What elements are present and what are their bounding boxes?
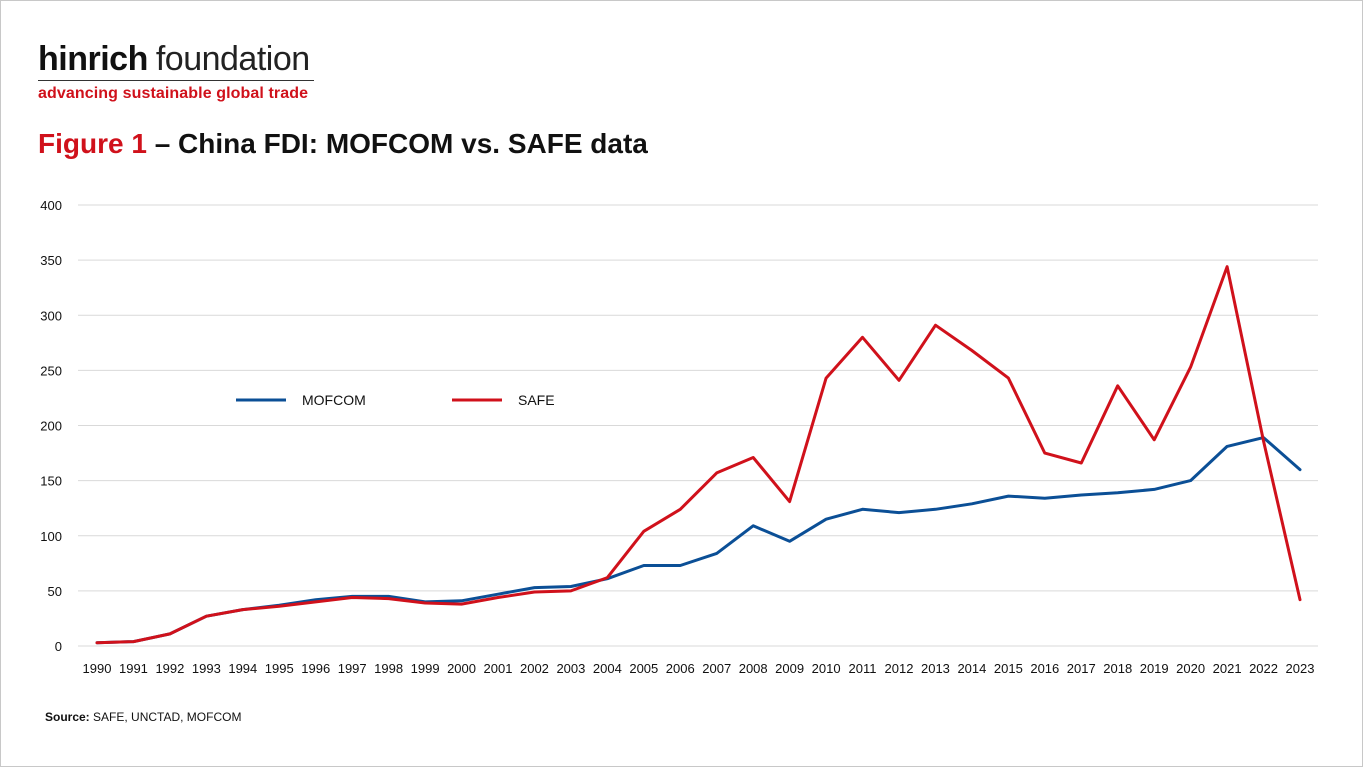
x-tick-label: 2005 [629, 661, 658, 676]
y-tick-label: 400 [40, 198, 62, 213]
source-text: SAFE, UNCTAD, MOFCOM [89, 710, 242, 724]
source-note: Source: SAFE, UNCTAD, MOFCOM [45, 710, 241, 724]
chart-series-lines [95, 265, 1302, 645]
brand-name-bold: hinrich [38, 40, 148, 78]
x-tick-label: 2006 [666, 661, 695, 676]
x-tick-label: 2011 [849, 661, 877, 676]
y-tick-label: 50 [48, 584, 62, 599]
x-tick-label: 2016 [1030, 661, 1059, 676]
x-tick-label: 2022 [1249, 661, 1278, 676]
chart-gridlines [78, 204, 1318, 647]
x-tick-label: 2015 [994, 661, 1023, 676]
x-tick-label: 2009 [775, 661, 804, 676]
x-tick-label: 1996 [301, 661, 330, 676]
x-tick-label: 2013 [921, 661, 950, 676]
x-tick-label: 1990 [83, 661, 112, 676]
x-tick-label: 2002 [520, 661, 549, 676]
brand-tagline: advancing sustainable global trade [38, 85, 309, 102]
x-tick-label: 1991 [119, 661, 148, 676]
chart-legend: MOFCOM SAFE [236, 392, 555, 408]
y-tick-label: 250 [40, 363, 62, 378]
brand-wordmark: hinrich foundation [38, 40, 314, 78]
series-line-safe [95, 265, 1302, 645]
x-tick-label: 2020 [1176, 661, 1205, 676]
x-tick-label: 1992 [155, 661, 184, 676]
x-tick-label: 2014 [957, 661, 986, 676]
x-tick-label: 2003 [556, 661, 585, 676]
series-line-mofcom [95, 436, 1302, 645]
y-tick-label: 300 [40, 308, 62, 323]
source-label: Source: [45, 710, 90, 724]
x-tick-label: 2000 [447, 661, 476, 676]
brand-name-light: foundation [155, 40, 310, 78]
brand-divider [38, 80, 314, 81]
x-tick-label: 2004 [593, 661, 622, 676]
x-tick-label: 2007 [702, 661, 731, 676]
x-tick-label: 1995 [265, 661, 294, 676]
x-tick-label: 2018 [1103, 661, 1132, 676]
legend-label-mofcom: MOFCOM [302, 392, 366, 408]
x-axis-ticks: 1990 1991 1992 1993 1994 1995 1996 1997 1998 1999… [83, 661, 1315, 676]
figure-title: Figure 1 – China FDI: MOFCOM vs. SAFE da… [38, 128, 648, 160]
y-tick-label: 150 [40, 474, 62, 489]
x-tick-label: 2012 [885, 661, 914, 676]
x-tick-label: 2008 [739, 661, 768, 676]
x-tick-label: 2023 [1286, 661, 1315, 676]
figure-title-text: – China FDI: MOFCOM vs. SAFE data [146, 128, 648, 159]
brand-logo: hinrich foundation advancing sustainable… [38, 40, 314, 103]
y-tick-label: 100 [40, 529, 62, 544]
y-tick-label: 200 [40, 419, 62, 434]
y-axis-ticks: 0 50 100 150 200 250 300 350 400 [40, 198, 62, 654]
x-tick-label: 1998 [374, 661, 403, 676]
x-tick-label: 1994 [228, 661, 257, 676]
x-tick-label: 1999 [411, 661, 440, 676]
x-tick-label: 2021 [1213, 661, 1242, 676]
figure-number: Figure 1 [38, 128, 147, 159]
y-tick-label: 350 [40, 253, 62, 268]
x-tick-label: 2001 [484, 661, 513, 676]
y-tick-label: 0 [55, 639, 62, 654]
x-tick-label: 1997 [338, 661, 367, 676]
x-tick-label: 1993 [192, 661, 221, 676]
legend-label-safe: SAFE [518, 392, 555, 408]
x-tick-label: 2017 [1067, 661, 1096, 676]
x-tick-label: 2019 [1140, 661, 1169, 676]
x-tick-label: 2010 [812, 661, 841, 676]
